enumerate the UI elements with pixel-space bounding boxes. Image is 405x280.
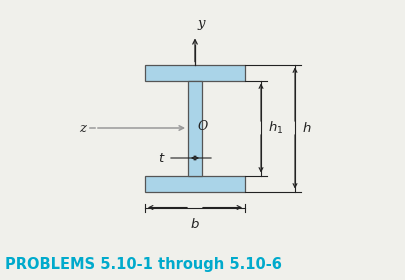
Text: $b$: $b$: [190, 218, 199, 232]
Text: $h$: $h$: [301, 121, 311, 135]
Text: z: z: [79, 122, 86, 134]
Bar: [188, 81, 202, 176]
Text: y: y: [198, 17, 205, 31]
Bar: [145, 176, 244, 192]
Text: $h_1$: $h_1$: [267, 120, 283, 136]
Text: O: O: [198, 120, 208, 134]
Text: $t$: $t$: [158, 151, 166, 165]
Bar: [145, 64, 244, 81]
Text: PROBLEMS 5.10-1 through 5.10-6: PROBLEMS 5.10-1 through 5.10-6: [5, 257, 281, 272]
